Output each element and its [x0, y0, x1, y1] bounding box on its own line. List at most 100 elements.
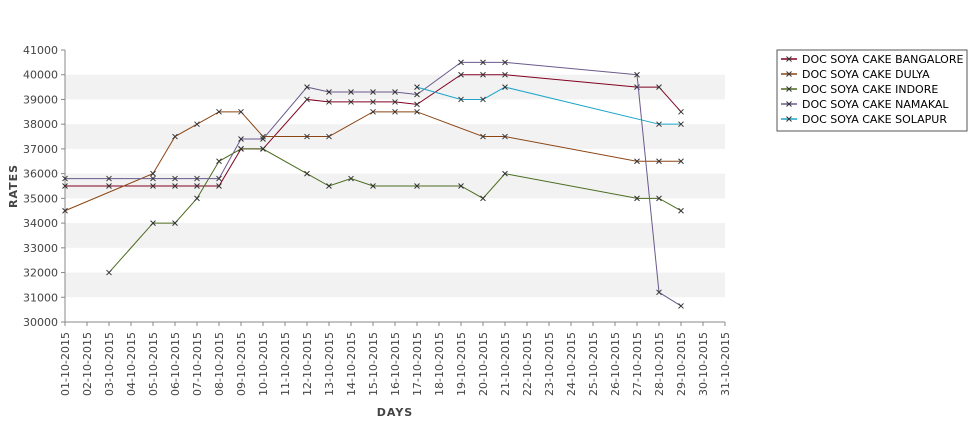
y-tick-label: 33000 — [23, 242, 58, 255]
x-tick-label: 27-10-2015 — [631, 332, 644, 396]
x-tick-label: 06-10-2015 — [169, 332, 182, 396]
legend-marker-icon — [786, 86, 792, 92]
x-tick-label: 23-10-2015 — [543, 332, 556, 396]
data-point-marker — [656, 195, 662, 202]
legend-item: DOC SOYA CAKE DULYA — [781, 68, 930, 81]
data-point-marker — [678, 303, 684, 309]
data-point-marker — [62, 183, 68, 189]
data-point-marker — [414, 101, 420, 108]
data-point-marker — [480, 59, 486, 66]
legend: DOC SOYA CAKE BANGALORE DOC SOYA CAKE DUL… — [776, 49, 968, 132]
series-doc-soya-cake-dulya — [62, 108, 684, 214]
data-point-marker — [634, 71, 640, 78]
data-point-marker — [502, 170, 508, 177]
data-point-marker — [326, 99, 332, 105]
y-tick-label: 34000 — [23, 217, 58, 230]
data-point-marker — [106, 183, 112, 189]
data-point-marker — [304, 84, 310, 90]
data-point-marker — [414, 84, 420, 90]
grid-band — [65, 124, 725, 149]
series-doc-soya-cake-bangalore — [62, 71, 684, 189]
data-point-marker — [458, 71, 464, 78]
x-tick-label: 07-10-2015 — [191, 332, 204, 396]
y-axis: 30000 31000 32000 33000 34000 35000 36000 37000… — [23, 44, 66, 329]
y-tick-label: 30000 — [23, 316, 58, 329]
data-point-marker — [304, 96, 310, 103]
x-tick-label: 10-10-2015 — [257, 332, 270, 396]
x-tick-label: 03-10-2015 — [103, 332, 116, 396]
data-point-marker — [238, 146, 244, 152]
x-tick-label: 14-10-2015 — [345, 332, 358, 396]
x-tick-label: 31-10-2015 — [719, 332, 732, 396]
data-point-marker — [150, 183, 156, 189]
data-point-marker — [502, 59, 508, 66]
legend-item: DOC SOYA CAKE NAMAKAL — [781, 98, 949, 111]
series-layer — [62, 59, 684, 309]
legend-label: DOC SOYA CAKE SOLAPUR — [802, 113, 947, 126]
data-point-marker — [260, 133, 266, 140]
data-point-marker — [656, 158, 662, 165]
data-point-marker — [304, 170, 310, 177]
data-point-marker — [216, 108, 222, 115]
data-point-marker — [194, 195, 200, 202]
legend-item: DOC SOYA CAKE INDORE — [781, 83, 938, 96]
data-point-marker — [150, 170, 156, 177]
data-point-marker — [216, 175, 222, 182]
data-point-marker — [172, 183, 178, 189]
legend-item: DOC SOYA CAKE BANGALORE — [781, 53, 963, 66]
x-tick-label: 08-10-2015 — [213, 332, 226, 396]
series-line — [65, 74, 682, 187]
y-tick-label: 41000 — [23, 44, 58, 57]
legend-box — [776, 49, 968, 132]
data-point-marker — [238, 108, 244, 115]
data-point-marker — [370, 183, 376, 189]
x-tick-label: 17-10-2015 — [411, 332, 424, 396]
x-tick-label: 12-10-2015 — [301, 332, 314, 396]
data-point-marker — [260, 146, 266, 152]
data-point-marker — [326, 89, 332, 95]
data-point-marker — [634, 195, 640, 202]
x-tick-label: 05-10-2015 — [147, 332, 160, 396]
data-point-marker — [106, 269, 112, 276]
data-point-marker — [458, 59, 464, 66]
legend-label: DOC SOYA CAKE BANGALORE — [802, 53, 963, 66]
data-point-marker — [348, 175, 354, 182]
legend-marker-icon — [786, 56, 792, 62]
x-tick-label: 22-10-2015 — [521, 332, 534, 396]
data-point-marker — [216, 158, 222, 165]
data-point-marker — [172, 133, 178, 140]
series-line — [65, 61, 682, 307]
data-point-marker — [502, 133, 508, 140]
data-point-marker — [238, 136, 244, 142]
x-tick-label: 01-10-2015 — [59, 332, 72, 396]
y-tick-label: 40000 — [23, 69, 58, 82]
x-tick-label: 21-10-2015 — [499, 332, 512, 396]
grid-band — [65, 74, 725, 100]
x-tick-label: 11-10-2015 — [279, 332, 292, 396]
legend-marker-icon — [786, 101, 792, 107]
data-point-marker — [656, 121, 662, 128]
y-tick-label: 31000 — [23, 291, 58, 304]
data-point-marker — [678, 207, 684, 214]
data-point-marker — [392, 89, 398, 95]
series-doc-soya-cake-namakal — [62, 59, 684, 309]
x-tick-label: 26-10-2015 — [609, 332, 622, 396]
data-point-marker — [480, 133, 486, 140]
y-tick-label: 37000 — [23, 143, 58, 156]
data-point-marker — [480, 71, 486, 78]
x-tick-label: 28-10-2015 — [653, 332, 666, 396]
data-point-marker — [260, 136, 266, 142]
data-point-marker — [480, 195, 486, 202]
data-point-marker — [678, 158, 684, 165]
data-point-marker — [656, 84, 662, 90]
x-tick-label: 09-10-2015 — [235, 332, 248, 396]
y-tick-label: 39000 — [23, 93, 58, 106]
legend-label: DOC SOYA CAKE NAMAKAL — [802, 98, 949, 111]
x-tick-label: 15-10-2015 — [367, 332, 380, 396]
data-point-marker — [326, 183, 332, 189]
data-point-marker — [172, 220, 178, 226]
y-tick-label: 35000 — [23, 192, 58, 205]
data-point-marker — [480, 96, 486, 103]
x-tick-label: 13-10-2015 — [323, 332, 336, 396]
